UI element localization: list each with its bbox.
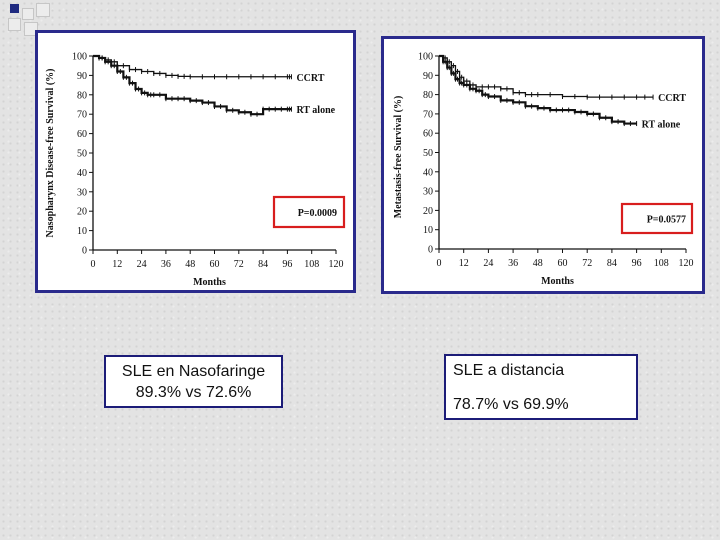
y-tick-label: 70 [423,109,433,120]
p-value-label: P=0.0577 [647,215,686,226]
x-tick-label: 120 [679,258,694,269]
summary-line-2: 78.7% vs 69.9% [453,396,569,413]
chart-panel-metastasis: 0 10 20 30 40 50 60 70 80 90 100 0 12 24 36 48 60 72 84 96 1… [381,36,705,294]
series-label-ccrt: CCRT [296,73,324,84]
x-tick-label: 24 [137,259,147,270]
y-tick-label: 50 [77,149,87,160]
x-tick-label: 96 [632,258,642,269]
x-tick-label: 12 [112,259,122,270]
y-tick-label: 30 [77,187,87,198]
p-value-box [620,202,694,235]
x-tick-label: 36 [161,259,171,270]
x-tick-label: 24 [483,258,493,269]
y-tick-label: 80 [77,90,87,101]
y-tick-label: 100 [72,52,87,63]
p-value-label: P=0.0009 [298,208,337,219]
series-line-ccrt [439,55,654,98]
y-tick-label: 0 [428,245,433,256]
x-tick-label: 72 [582,258,592,269]
chart-panel-nasopharynx: 0 10 20 30 40 50 60 70 80 90 100 0 12 24 36 48 60 72 84 96 1… [35,30,356,293]
x-tick-label: 48 [533,258,543,269]
y-tick-label: 40 [77,168,87,179]
y-tick-label: 40 [423,167,433,178]
x-tick-label: 0 [437,258,442,269]
y-tick-label: 60 [77,129,87,140]
x-tick-label: 72 [234,259,244,270]
square-icon [24,22,38,36]
y-axis-label: Nasopharynx Disease-free Survival (%) [45,69,56,238]
x-tick-label: 120 [329,259,344,270]
y-tick-label: 70 [77,110,87,121]
y-tick-label: 0 [82,246,87,257]
summary-line-1: SLE a distancia [453,362,565,379]
corner-squares-decoration [0,0,60,40]
x-tick-label: 60 [210,259,220,270]
y-tick-label: 20 [77,207,87,218]
square-icon [8,18,21,31]
square-icon [10,4,19,13]
x-tick-label: 0 [91,259,96,270]
x-tick-label: 48 [185,259,195,270]
survival-chart-nasopharynx: 0 10 20 30 40 50 60 70 80 90 100 0 12 24 36 48 60 72 84 96 1… [45,52,346,288]
survival-chart-metastasis: 0 10 20 30 40 50 60 70 80 90 100 0 12 24 36 48 60 72 84 96 1… [393,52,694,288]
y-axis-label: Metastasis-free Survival (%) [393,96,404,219]
y-tick-label: 10 [423,225,433,236]
x-tick-label: 108 [654,258,669,269]
y-tick-label: 90 [423,71,433,82]
p-value-box [272,195,346,229]
summary-box-nasopharynx: SLE en Nasofaringe 89.3% vs 72.6% [104,355,283,408]
series-label-rt-alone: RT alone [296,105,335,116]
y-tick-label: 30 [423,187,433,198]
x-tick-label: 84 [258,259,268,270]
series-label-ccrt: CCRT [658,93,686,104]
y-tick-label: 90 [77,71,87,82]
x-tick-label: 36 [508,258,518,269]
summary-line-1: SLE en Nasofaringe [121,363,266,380]
y-tick-label: 60 [423,129,433,140]
square-icon [22,8,34,20]
series-line-rt-alone [439,54,637,125]
x-tick-label: 96 [282,259,292,270]
x-tick-label: 84 [607,258,617,269]
x-tick-label: 60 [558,258,568,269]
y-tick-label: 20 [423,206,433,217]
y-tick-label: 100 [418,52,433,63]
x-tick-label: 108 [304,259,319,270]
summary-line-2: 89.3% vs 72.6% [135,384,252,401]
series-label-rt-alone: RT alone [642,120,681,131]
series-line-rt-alone [93,54,292,116]
x-axis-label: Months [541,276,574,287]
summary-box-distance: SLE a distancia 78.7% vs 69.9% [444,354,638,420]
y-tick-label: 10 [77,226,87,237]
y-tick-label: 80 [423,90,433,101]
y-tick-label: 50 [423,148,433,159]
x-axis-label: Months [193,277,226,288]
square-icon [36,3,50,17]
x-tick-label: 12 [459,258,469,269]
